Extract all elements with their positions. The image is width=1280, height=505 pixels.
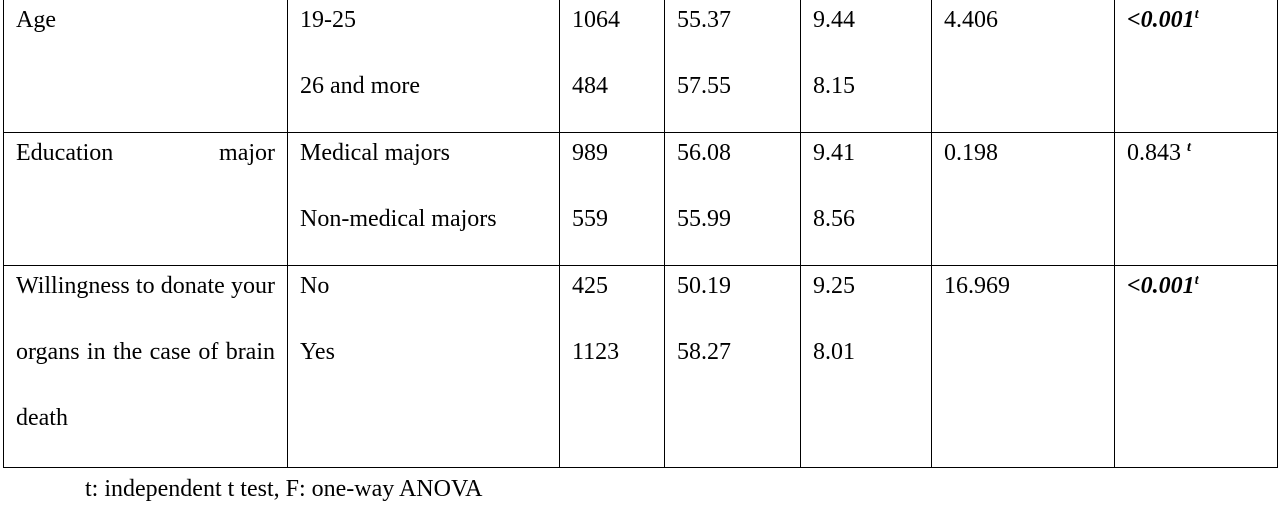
p-text: <0.001 [1127,7,1195,33]
cell-content: <0.001t [1127,267,1265,320]
groups-value: Non-medical majors [300,206,497,232]
groups-cell: Medical majors Non-medical majors [287,132,560,266]
mean-value: 50.19 [677,273,731,299]
groups-value: Yes [300,339,335,365]
sd-value: 8.01 [813,339,855,365]
mean-cell: 56.08 55.99 [664,132,801,266]
groups-value: No [300,273,330,299]
cell-content: 55.37 57.55 [677,1,788,120]
groups-cell: No Yes [287,265,560,468]
n-value: 559 [572,206,608,232]
cell-content: Willingness to donate your organs in the… [16,267,275,452]
cell-content: 50.19 58.27 [677,267,788,386]
statistic-cell: 0.198 [931,132,1115,266]
cell-content: 9.25 8.01 [813,267,919,386]
n-value: 1064 [572,7,620,33]
variable: Age [16,7,56,33]
n-value: 989 [572,140,608,166]
cell-content: Education major [16,134,275,187]
footnote: t: independent t test, F: one-way ANOVA [85,476,483,502]
p-value: 0.843 t [1127,134,1265,187]
p-test: t [1187,140,1191,155]
p-cell: 0.843 t [1114,132,1278,266]
p-test: t [1194,7,1199,22]
sd-cell: 9.44 8.15 [800,0,932,133]
statistic: 0.198 [944,140,998,166]
cell-content: 19-25 26 and more [300,1,547,120]
groups-value: Medical majors [300,140,450,166]
statistic: 4.406 [944,7,998,33]
cell-content: 9.44 8.15 [813,1,919,120]
p-value: <0.001t [1127,267,1265,320]
table-row: Age 19-25 26 and more 1064 484 55.37 57.55 9.44… [3,0,1278,133]
p-value: <0.001t [1127,1,1265,54]
sd-value: 8.15 [813,73,855,99]
cell-content: <0.001t [1127,1,1265,54]
variable-cell: Willingness to donate your organs in the… [3,265,288,468]
mean-value: 58.27 [677,339,731,365]
cell-content: 16.969 [944,267,1102,320]
mean-value: 57.55 [677,73,731,99]
sd-cell: 9.41 8.56 [800,132,932,266]
groups-cell: 19-25 26 and more [287,0,560,133]
sd-value: 9.41 [813,140,855,166]
p-text: <0.001 [1127,273,1195,299]
table-body: Age 19-25 26 and more 1064 484 55.37 57.55 9.44… [3,0,1278,468]
mean-value: 55.99 [677,206,731,232]
mean-value: 55.37 [677,7,731,33]
n-value: 425 [572,273,608,299]
cell-content: 0.843 t [1127,134,1265,187]
cell-content: 0.198 [944,134,1102,187]
cell-content: 9.41 8.56 [813,134,919,253]
variable: Education major [16,140,275,166]
n-value: 1123 [572,339,620,365]
n-cell: 989 559 [559,132,665,266]
cell-content: 1064 484 [572,1,652,120]
n-cell: 1064 484 [559,0,665,133]
variable: Willingness to donate your organs in the… [16,273,275,431]
cell-content: No Yes [300,267,547,386]
statistic-cell: 16.969 [931,265,1115,468]
table-row: Education major Medical majors Non-medical… [3,132,1278,266]
p-test: t [1194,273,1199,288]
n-value: 484 [572,73,608,99]
sd-value: 9.44 [813,7,855,33]
cell-content: 4.406 [944,1,1102,54]
results-table: Age 19-25 26 and more 1064 484 55.37 57.55 9.44… [3,0,1278,468]
groups-value: 26 and more [300,73,420,99]
sd-cell: 9.25 8.01 [800,265,932,468]
sd-value: 9.25 [813,273,855,299]
p-text: 0.843 [1127,140,1181,166]
groups-value: 19-25 [300,7,356,33]
statistic: 16.969 [944,273,1010,299]
mean-value: 56.08 [677,140,731,166]
n-cell: 425 1123 [559,265,665,468]
cell-content: 989 559 [572,134,652,253]
sd-value: 8.56 [813,206,855,232]
p-cell: <0.001t [1114,0,1278,133]
variable-cell: Education major [3,132,288,266]
table-row: Willingness to donate your organs in the… [3,265,1278,468]
statistic-cell: 4.406 [931,0,1115,133]
p-cell: <0.001t [1114,265,1278,468]
cell-content: 425 1123 [572,267,652,386]
cell-content: Medical majors Non-medical majors [300,134,547,253]
cell-content: Age [16,1,275,54]
cell-content: 56.08 55.99 [677,134,788,253]
variable-cell: Age [3,0,288,133]
mean-cell: 55.37 57.55 [664,0,801,133]
mean-cell: 50.19 58.27 [664,265,801,468]
